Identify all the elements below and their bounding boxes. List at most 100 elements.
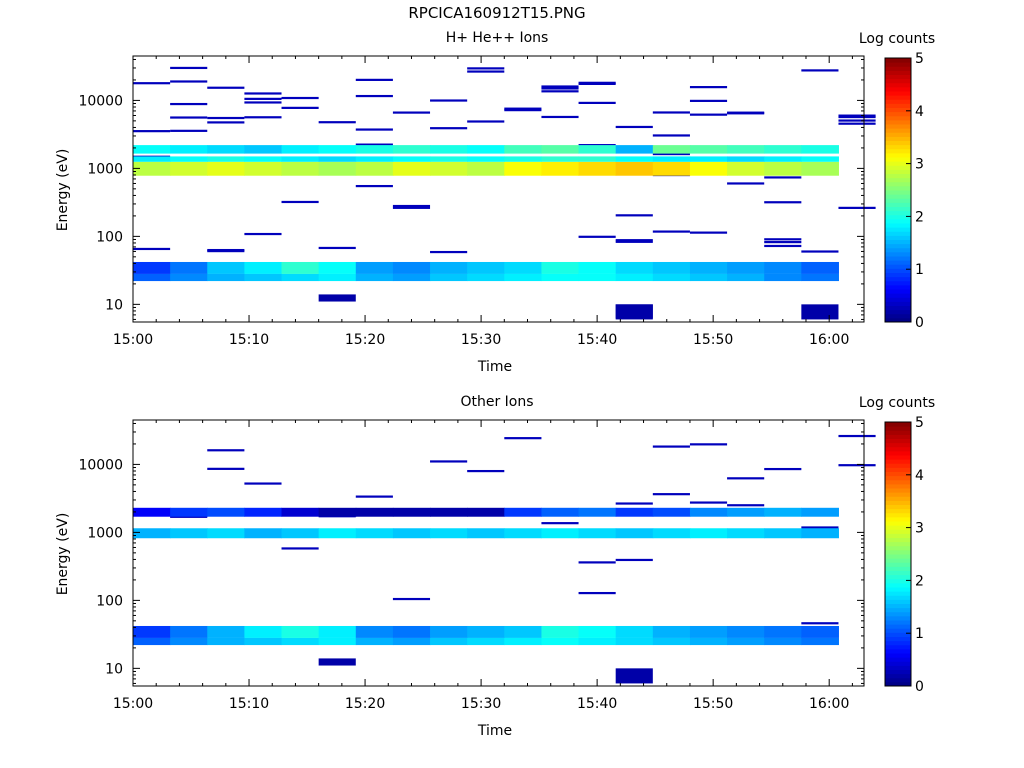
heatmap-cell bbox=[133, 161, 171, 176]
colorbar-segment bbox=[885, 603, 911, 609]
panel-other-ions: Other Ions 15:00 15:10 15:20 15:30 15:40 15:5… bbox=[55, 394, 935, 739]
heatmap-cell bbox=[578, 261, 617, 274]
heatmap-cell bbox=[764, 637, 802, 646]
heatmap-cell bbox=[467, 70, 505, 73]
heatmap-cell bbox=[170, 515, 208, 518]
heatmap-cell bbox=[392, 156, 431, 162]
heatmap-cell bbox=[578, 625, 617, 638]
heatmap-cell bbox=[652, 134, 690, 137]
x-tick-label: 15:50 bbox=[693, 696, 733, 712]
heatmap-cell bbox=[355, 507, 394, 517]
heatmap-cell bbox=[689, 637, 728, 646]
colorbar-frame bbox=[884, 421, 912, 687]
heatmap-cell bbox=[133, 247, 171, 251]
heatmap-cell bbox=[170, 156, 208, 162]
heatmap-cell bbox=[467, 120, 505, 123]
heatmap-cell bbox=[467, 528, 505, 539]
y-tick-label: 1000 bbox=[87, 161, 123, 177]
colorbar-segment bbox=[885, 243, 911, 249]
heatmap-cell bbox=[652, 637, 691, 646]
heatmap-cell bbox=[318, 156, 357, 162]
heatmap-cell bbox=[764, 145, 802, 154]
x-tick-label: 15:00 bbox=[113, 696, 153, 712]
heatmap-cell bbox=[170, 528, 208, 539]
heatmap-cell bbox=[541, 115, 579, 119]
heatmap-cell bbox=[318, 261, 357, 274]
heatmap-cell bbox=[578, 528, 617, 539]
heatmap-cell bbox=[689, 273, 728, 282]
heatmap-cell bbox=[244, 145, 283, 154]
colorbar-segment bbox=[885, 599, 911, 604]
colorbar-segment bbox=[885, 107, 911, 113]
colorbar-segment bbox=[885, 438, 911, 444]
heatmap-cell bbox=[318, 121, 356, 124]
heatmap-cell bbox=[652, 625, 691, 638]
heatmap-cell bbox=[318, 658, 356, 666]
heatmap-cell bbox=[615, 239, 653, 242]
heatmap-cell bbox=[504, 109, 542, 112]
heatmap-cell bbox=[578, 507, 617, 517]
heatmap-cell bbox=[430, 637, 468, 646]
colorbar-segment bbox=[885, 673, 911, 679]
colorbar-segment bbox=[885, 293, 911, 298]
colorbar-tick-label: 5 bbox=[915, 415, 924, 431]
colorbar-tick-label: 4 bbox=[915, 104, 924, 120]
colorbar-segment bbox=[885, 91, 911, 96]
colorbar-segment bbox=[885, 669, 911, 675]
colorbar-tick-label: 0 bbox=[915, 315, 924, 331]
colorbar-tick-label: 2 bbox=[915, 573, 924, 589]
colorbar-segment bbox=[885, 239, 911, 245]
y-tick-label: 10000 bbox=[78, 457, 123, 473]
heatmap-cell bbox=[133, 625, 171, 638]
heatmap-cell bbox=[467, 261, 505, 274]
heatmap-cell bbox=[615, 145, 654, 154]
heatmap-cell bbox=[689, 507, 728, 517]
colorbar-tick-label: 5 bbox=[915, 51, 924, 67]
heatmap-cell bbox=[764, 625, 802, 638]
heatmap-cell bbox=[392, 261, 431, 274]
heatmap-cell bbox=[689, 156, 728, 162]
colorbar-segment bbox=[885, 653, 911, 658]
colorbar-segment bbox=[885, 264, 911, 269]
heatmap-cell bbox=[467, 625, 505, 638]
heatmap-cell bbox=[764, 528, 802, 539]
heatmap-cell bbox=[207, 507, 245, 517]
heatmap-cell bbox=[615, 240, 653, 243]
x-axis-label: Time bbox=[477, 723, 512, 739]
heatmap-cell bbox=[764, 238, 802, 241]
y-tick-label: 10 bbox=[105, 661, 123, 677]
heatmap-cell bbox=[355, 156, 394, 162]
heatmap-cell bbox=[430, 161, 468, 176]
colorbar-segment bbox=[885, 251, 911, 257]
heatmap-cell bbox=[541, 90, 579, 93]
colorbar-segment bbox=[885, 644, 911, 650]
heatmap-cell bbox=[355, 184, 393, 188]
heatmap-cell bbox=[281, 106, 319, 109]
colorbar-segment bbox=[885, 235, 911, 240]
heatmap-cell bbox=[392, 161, 431, 176]
heatmap-cell bbox=[541, 145, 580, 154]
heatmap-cell bbox=[355, 128, 393, 131]
heatmap-cell bbox=[281, 637, 320, 646]
x-tick-label: 15:40 bbox=[577, 696, 617, 712]
heatmap-cell bbox=[838, 206, 876, 209]
heatmap-cell bbox=[430, 250, 468, 254]
colorbar-segment bbox=[885, 276, 911, 282]
colorbar-segment bbox=[885, 537, 911, 543]
heatmap-cell bbox=[281, 156, 320, 162]
colorbar-segment bbox=[885, 620, 911, 625]
heatmap-cell bbox=[355, 261, 394, 274]
heatmap-cell bbox=[764, 244, 802, 248]
colorbar-segment bbox=[885, 152, 911, 158]
heatmap-cell bbox=[392, 206, 431, 209]
colorbar-segment bbox=[885, 496, 911, 501]
colorbar-segment bbox=[885, 177, 911, 183]
heatmap-cell bbox=[764, 156, 802, 162]
heatmap-cell bbox=[355, 143, 393, 146]
heatmap-cell bbox=[318, 294, 356, 302]
colorbar-segment bbox=[885, 475, 911, 481]
heatmap-cell bbox=[689, 443, 728, 446]
heatmap-cell bbox=[430, 145, 468, 154]
x-axis-label: Time bbox=[477, 359, 512, 375]
heatmap-cell bbox=[578, 101, 616, 104]
